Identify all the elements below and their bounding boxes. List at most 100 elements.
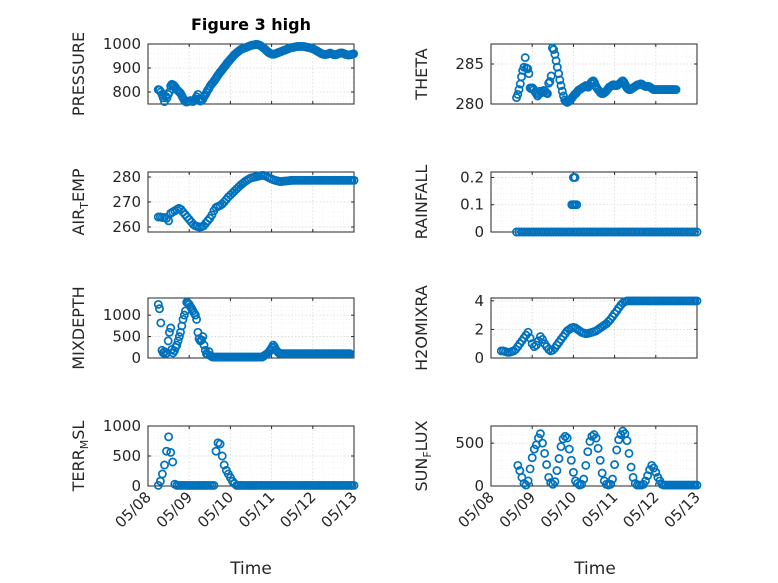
- y-axis-label: TERRMSL: [69, 421, 91, 493]
- data-point: [671, 85, 681, 95]
- data-point: [692, 480, 702, 490]
- data-point: [529, 444, 539, 454]
- data-point: [524, 69, 534, 79]
- data-point: [572, 200, 582, 210]
- y-tick-label: 0: [474, 477, 484, 495]
- data-point: [521, 480, 531, 490]
- data-point: [612, 445, 622, 455]
- data-point: [217, 451, 227, 461]
- subplot-8: 0500SUNFLUX05/0805/0905/1005/1105/1205/1…: [412, 420, 704, 531]
- subplot-grid: 800 900 1000 PRESSURE 280 285 THETA 260 270 280 AI…: [69, 32, 704, 531]
- y-tick-label: 280: [455, 95, 484, 113]
- x-tick-label: 05/11: [578, 488, 621, 531]
- data-point: [552, 466, 562, 476]
- data-point: [540, 86, 550, 96]
- data-point: [527, 453, 537, 463]
- data-point: [198, 332, 208, 342]
- data-point: [215, 439, 225, 449]
- data-point: [349, 175, 359, 185]
- data-point: [172, 340, 182, 350]
- y-tick-label: 1000: [103, 417, 141, 435]
- data-point: [529, 342, 539, 352]
- y-tick-label: 285: [455, 55, 484, 73]
- y-tick-label: 260: [112, 218, 141, 236]
- axes-box: [490, 425, 698, 487]
- data-point: [174, 332, 184, 342]
- y-tick-label: 2: [474, 320, 484, 338]
- data-point: [573, 478, 582, 488]
- data-point: [164, 87, 174, 97]
- data-point: [153, 299, 163, 309]
- x-tick-label: 05/11: [235, 488, 278, 531]
- x-tick-label: 05/12: [276, 488, 319, 531]
- x-tick-label: 05/12: [619, 488, 662, 531]
- data-point: [583, 447, 593, 457]
- axes-box: [490, 43, 698, 105]
- data-point: [153, 480, 163, 490]
- data-point: [692, 227, 702, 237]
- y-tick-label: 1000: [103, 306, 141, 324]
- data-point: [556, 81, 566, 91]
- data-point: [173, 336, 183, 346]
- data-point: [192, 314, 202, 324]
- data-point: [155, 304, 164, 314]
- y-axis-label: SUNFLUX: [412, 420, 434, 491]
- data-point: [641, 476, 650, 486]
- data-point: [211, 446, 221, 456]
- data-point: [542, 89, 552, 99]
- subplot-5: 0 500 1000 MIXDEPTH: [69, 286, 355, 370]
- y-axis-label: RAINFALL: [412, 165, 431, 240]
- y-tick-label: 0.1: [460, 196, 484, 214]
- data-point: [157, 469, 167, 479]
- data-point: [577, 479, 587, 489]
- data-point: [555, 75, 565, 85]
- data-point: [190, 310, 200, 320]
- data-point: [556, 442, 566, 452]
- data-point: [649, 463, 659, 473]
- data-point: [570, 173, 580, 182]
- data-point: [591, 433, 601, 443]
- subplot-6: 0 2 4 H2OMIXRA: [412, 285, 702, 371]
- data-point: [160, 460, 169, 470]
- y-tick-label: 270: [112, 193, 141, 211]
- data-point: [168, 457, 178, 467]
- data-point: [606, 479, 615, 489]
- data-point: [593, 443, 603, 453]
- y-tick-label: 0.2: [460, 168, 484, 186]
- data-point: [531, 340, 541, 350]
- data-point: [523, 64, 533, 74]
- subplot-7: 05001000TERRMSL05/0805/0905/1005/1105/12…: [69, 417, 361, 531]
- data-point: [544, 472, 554, 482]
- data-point: [597, 468, 607, 478]
- data-point: [568, 467, 578, 477]
- data-point: [538, 334, 547, 344]
- data-point: [554, 454, 564, 464]
- data-point: [525, 464, 535, 474]
- data-point: [579, 474, 589, 484]
- data-point: [345, 349, 355, 359]
- data-point: [622, 436, 632, 446]
- x-axis-label-right: Time: [573, 559, 616, 579]
- figure-title: Figure 3 high: [191, 15, 311, 34]
- data-point: [564, 444, 574, 454]
- y-axis-label: AIRTEMP: [69, 168, 91, 235]
- data-point: [166, 323, 176, 333]
- data-point: [692, 296, 702, 306]
- data-point: [595, 455, 605, 465]
- y-tick-label: 4: [474, 292, 484, 310]
- data-point: [581, 460, 591, 470]
- data-point: [520, 53, 530, 63]
- data-point: [608, 474, 617, 484]
- x-tick-label: 05/13: [318, 488, 361, 531]
- y-tick-label: 0: [131, 349, 141, 367]
- data-point: [523, 476, 533, 486]
- data-point: [560, 431, 570, 441]
- data-point: [514, 85, 524, 95]
- data-point: [562, 433, 572, 443]
- x-tick-label: 05/10: [537, 488, 580, 531]
- data-point: [164, 432, 174, 442]
- y-tick-label: 280: [112, 168, 141, 186]
- data-point: [610, 460, 620, 470]
- y-tick-label: 1000: [103, 35, 141, 53]
